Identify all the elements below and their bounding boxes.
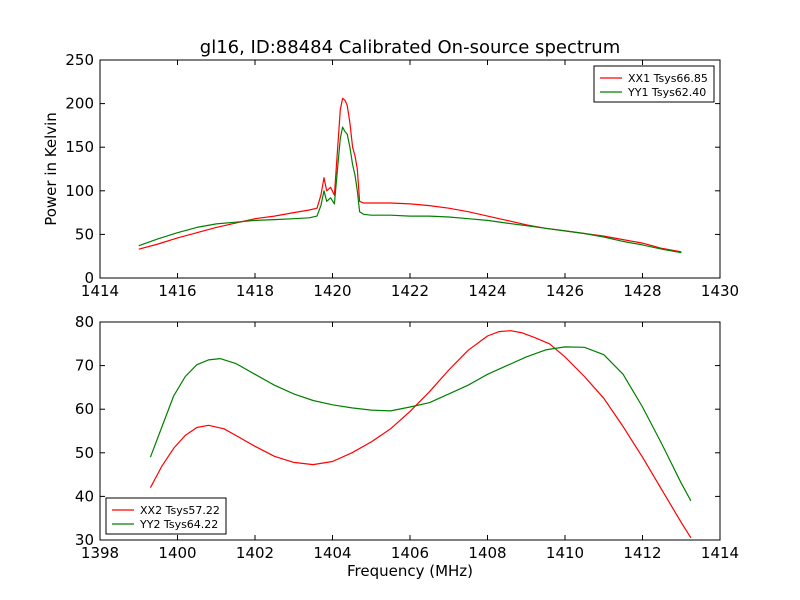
- y-tick-label: 50: [75, 444, 94, 462]
- y-tick-label: 50: [75, 225, 94, 243]
- x-axis-title: Frequency (MHz): [347, 562, 473, 580]
- series-line-yy1: [138, 126, 682, 254]
- y-tick-label: 70: [75, 357, 94, 375]
- y-tick-label: 60: [75, 400, 94, 418]
- x-tick-label: 1410: [546, 544, 584, 562]
- y-tick-label: 200: [65, 95, 94, 113]
- series-line-xx2: [149, 330, 692, 539]
- x-tick-label: 1430: [701, 282, 739, 300]
- x-tick-label: 1406: [391, 544, 429, 562]
- y-tick-label: 80: [75, 313, 94, 331]
- legend-entry: YY1 Tsys62.40: [627, 86, 706, 99]
- legend-entry: YY2 Tsys64.22: [139, 518, 218, 531]
- x-tick-label: 1416: [158, 282, 196, 300]
- x-tick-label: 1426: [546, 282, 584, 300]
- y-tick-label: 250: [65, 51, 94, 69]
- x-tick-label: 1402: [236, 544, 274, 562]
- x-tick-label: 1398: [81, 544, 119, 562]
- x-tick-label: 1404: [313, 544, 351, 562]
- figure-title: gl16, ID:88484 Calibrated On-source spec…: [200, 37, 620, 58]
- y-tick-label: 40: [75, 487, 94, 505]
- x-tick-label: 1424: [468, 282, 506, 300]
- y-tick-label: 150: [65, 138, 94, 156]
- x-tick-label: 1418: [236, 282, 274, 300]
- x-tick-label: 1400: [158, 544, 196, 562]
- bottom-panel: 1398 1400 1402 1404 1406 1408 1410 1412 1414 30 40…: [75, 313, 739, 580]
- series-line-yy2: [149, 346, 692, 502]
- x-tick-label: 1422: [391, 282, 429, 300]
- legend-box: [105, 497, 227, 535]
- x-tick-label: 1414: [81, 282, 119, 300]
- legend-box: [593, 65, 715, 103]
- y-axis-title: Power in Kelvin: [42, 112, 60, 226]
- y-tick-label: 100: [65, 182, 94, 200]
- x-tick-label: 1412: [623, 544, 661, 562]
- top-panel: 1414 1416 1418 1420 1422 1424 1426 1428 1430 0 50 1…: [42, 51, 739, 300]
- x-tick-label: 1428: [623, 282, 661, 300]
- y-tick-label: 0: [84, 269, 94, 287]
- x-tick-label: 1408: [468, 544, 506, 562]
- legend-entry: XX2 Tsys57.22: [140, 504, 220, 517]
- legend-entry: XX1 Tsys66.85: [628, 72, 708, 85]
- x-tick-label: 1414: [701, 544, 739, 562]
- y-tick-label: 30: [75, 531, 94, 549]
- x-tick-label: 1420: [313, 282, 351, 300]
